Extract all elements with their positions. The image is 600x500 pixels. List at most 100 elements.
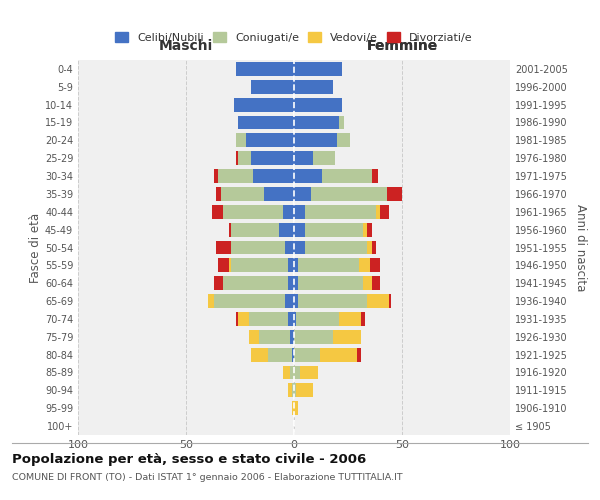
Bar: [294, 294, 298, 308]
Bar: [294, 98, 341, 112]
Bar: [294, 134, 337, 147]
Bar: [298, 276, 363, 290]
Bar: [305, 205, 376, 219]
Text: Femmine: Femmine: [367, 38, 437, 52]
Bar: [294, 258, 298, 272]
Bar: [218, 169, 253, 183]
Text: Maschi: Maschi: [159, 38, 213, 52]
Bar: [305, 240, 367, 254]
Bar: [229, 222, 232, 236]
Bar: [223, 205, 283, 219]
Bar: [214, 169, 218, 183]
Bar: [298, 294, 367, 308]
Bar: [238, 116, 294, 130]
Bar: [340, 116, 344, 130]
Bar: [290, 330, 294, 344]
Bar: [363, 222, 367, 236]
Bar: [359, 258, 370, 272]
Bar: [208, 294, 214, 308]
Bar: [294, 330, 333, 344]
Bar: [320, 348, 356, 362]
Bar: [340, 312, 361, 326]
Bar: [236, 134, 247, 147]
Bar: [259, 330, 290, 344]
Bar: [294, 240, 305, 254]
Bar: [264, 187, 294, 201]
Text: Femmine: Femmine: [367, 38, 437, 52]
Bar: [216, 240, 232, 254]
Bar: [372, 276, 380, 290]
Bar: [294, 222, 305, 236]
Bar: [290, 366, 294, 380]
Bar: [370, 258, 380, 272]
Bar: [232, 222, 279, 236]
Bar: [337, 134, 350, 147]
Bar: [380, 205, 389, 219]
Bar: [279, 222, 294, 236]
Bar: [233, 98, 294, 112]
Y-axis label: Anni di nascita: Anni di nascita: [574, 204, 587, 291]
Bar: [214, 294, 286, 308]
Bar: [313, 151, 335, 165]
Bar: [283, 366, 290, 380]
Bar: [251, 348, 268, 362]
Bar: [248, 330, 259, 344]
Bar: [292, 348, 294, 362]
Y-axis label: Fasce di età: Fasce di età: [29, 212, 42, 282]
Bar: [294, 62, 341, 76]
Bar: [294, 80, 333, 94]
Bar: [286, 294, 294, 308]
Bar: [292, 384, 294, 398]
Bar: [251, 80, 294, 94]
Bar: [253, 169, 294, 183]
Bar: [247, 134, 294, 147]
Bar: [268, 348, 292, 362]
Bar: [221, 187, 264, 201]
Legend: Celibi/Nubili, Coniugati/e, Vedovi/e, Divorziati/e: Celibi/Nubili, Coniugati/e, Vedovi/e, Di…: [111, 28, 477, 48]
Bar: [287, 384, 292, 398]
Bar: [294, 116, 340, 130]
Bar: [294, 348, 320, 362]
Bar: [294, 169, 322, 183]
Bar: [236, 312, 238, 326]
Bar: [223, 276, 287, 290]
Bar: [372, 169, 378, 183]
Bar: [294, 384, 296, 398]
Bar: [372, 240, 376, 254]
Bar: [389, 294, 391, 308]
Bar: [333, 330, 361, 344]
Bar: [311, 187, 387, 201]
Bar: [236, 62, 294, 76]
Bar: [218, 258, 229, 272]
Bar: [356, 348, 361, 362]
Bar: [296, 384, 313, 398]
Bar: [387, 187, 402, 201]
Bar: [376, 205, 380, 219]
Bar: [294, 205, 305, 219]
Bar: [251, 151, 294, 165]
Bar: [298, 258, 359, 272]
Bar: [305, 222, 363, 236]
Bar: [214, 276, 223, 290]
Bar: [292, 401, 294, 415]
Bar: [301, 366, 318, 380]
Bar: [294, 401, 298, 415]
Bar: [367, 294, 389, 308]
Bar: [232, 240, 286, 254]
Bar: [296, 312, 340, 326]
Bar: [238, 151, 251, 165]
Bar: [238, 312, 248, 326]
Bar: [294, 187, 311, 201]
Bar: [294, 276, 298, 290]
Bar: [232, 258, 287, 272]
Bar: [367, 222, 372, 236]
Bar: [322, 169, 372, 183]
Bar: [212, 205, 223, 219]
Bar: [294, 151, 313, 165]
Bar: [287, 312, 294, 326]
Bar: [361, 312, 365, 326]
Bar: [283, 205, 294, 219]
Bar: [367, 240, 372, 254]
Bar: [294, 312, 296, 326]
Bar: [229, 258, 232, 272]
